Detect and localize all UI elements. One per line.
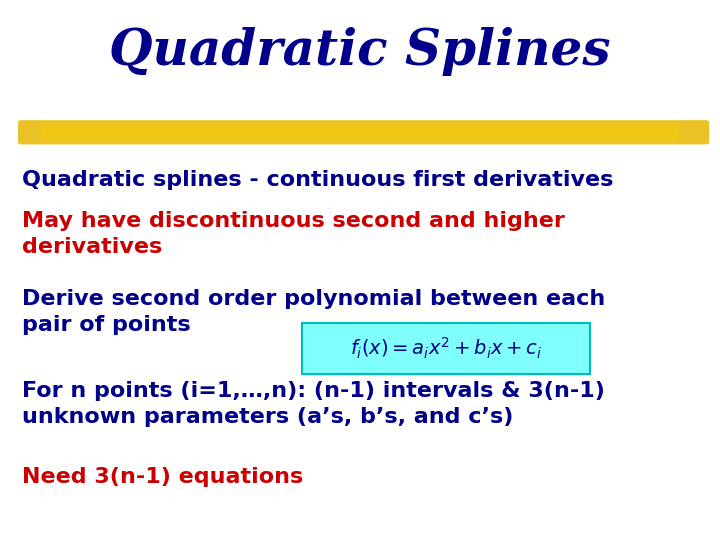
Text: Quadratic Splines: Quadratic Splines xyxy=(109,27,611,76)
Text: Need 3(n-1) equations: Need 3(n-1) equations xyxy=(22,467,303,487)
Text: For n points (i=1,…,n): (n-1) intervals & 3(n-1)
unknown parameters (a’s, b’s, a: For n points (i=1,…,n): (n-1) intervals … xyxy=(22,381,605,427)
FancyBboxPatch shape xyxy=(41,126,679,140)
FancyBboxPatch shape xyxy=(302,323,590,374)
Text: $f_i(x)= a_i x^2 + b_i x + c_i$: $f_i(x)= a_i x^2 + b_i x + c_i$ xyxy=(350,336,543,361)
Text: Derive second order polynomial between each
pair of points: Derive second order polynomial between e… xyxy=(22,289,605,335)
Text: Quadratic splines - continuous first derivatives: Quadratic splines - continuous first der… xyxy=(22,170,613,190)
Text: May have discontinuous second and higher
derivatives: May have discontinuous second and higher… xyxy=(22,211,564,257)
FancyBboxPatch shape xyxy=(18,120,709,144)
